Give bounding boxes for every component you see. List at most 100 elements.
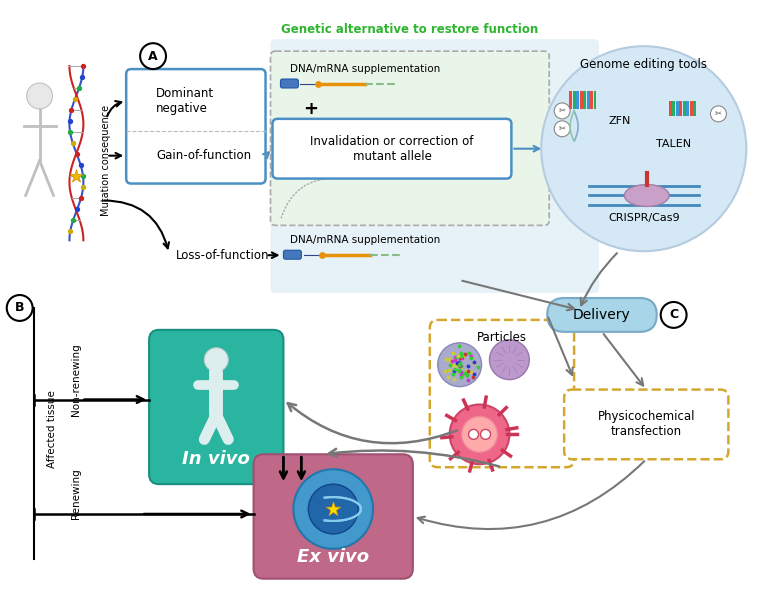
FancyBboxPatch shape bbox=[283, 250, 301, 259]
Circle shape bbox=[661, 302, 687, 328]
FancyBboxPatch shape bbox=[564, 389, 728, 459]
Bar bbox=[590, 91, 593, 109]
Circle shape bbox=[469, 429, 479, 439]
Point bbox=[462, 361, 474, 371]
Point bbox=[441, 373, 453, 382]
Point bbox=[454, 362, 466, 372]
Point bbox=[456, 368, 469, 378]
Point bbox=[463, 349, 475, 358]
Circle shape bbox=[554, 121, 570, 137]
Point bbox=[71, 150, 83, 159]
Text: Ex vivo: Ex vivo bbox=[297, 548, 370, 566]
Point bbox=[440, 355, 452, 364]
Point bbox=[73, 83, 85, 93]
Text: Loss-of-function: Loss-of-function bbox=[176, 249, 270, 262]
Bar bbox=[594, 91, 597, 109]
Point bbox=[76, 72, 88, 82]
Point bbox=[454, 358, 466, 368]
FancyBboxPatch shape bbox=[149, 330, 283, 484]
Point bbox=[455, 367, 467, 377]
Point bbox=[66, 105, 78, 115]
Text: Physicochemical
transfection: Physicochemical transfection bbox=[597, 410, 695, 438]
Bar bbox=[572, 91, 575, 109]
Circle shape bbox=[7, 295, 33, 321]
Point bbox=[453, 341, 465, 351]
Point bbox=[77, 183, 89, 192]
Bar bbox=[679, 101, 682, 116]
FancyBboxPatch shape bbox=[271, 51, 549, 225]
Text: Affected tissue: Affected tissue bbox=[46, 391, 56, 468]
Point bbox=[447, 369, 459, 379]
FancyBboxPatch shape bbox=[547, 298, 657, 332]
FancyBboxPatch shape bbox=[126, 69, 265, 183]
Text: CRISPR/Cas9: CRISPR/Cas9 bbox=[608, 213, 680, 223]
Point bbox=[443, 356, 456, 366]
Text: +: + bbox=[303, 100, 318, 118]
Bar bbox=[693, 101, 696, 116]
Point bbox=[459, 366, 472, 376]
Circle shape bbox=[462, 416, 498, 452]
Point bbox=[67, 138, 79, 148]
Point bbox=[447, 367, 459, 376]
Bar bbox=[580, 91, 583, 109]
FancyBboxPatch shape bbox=[271, 39, 599, 293]
Text: DNA/mRNA supplementation: DNA/mRNA supplementation bbox=[290, 235, 440, 245]
Point bbox=[63, 116, 75, 126]
Point bbox=[450, 361, 462, 371]
Point bbox=[456, 373, 468, 382]
Point bbox=[459, 349, 472, 359]
Point bbox=[75, 193, 87, 203]
Bar bbox=[583, 91, 586, 109]
Ellipse shape bbox=[624, 184, 669, 207]
Point bbox=[449, 355, 461, 365]
Text: Dominant
negative: Dominant negative bbox=[156, 87, 214, 115]
Point bbox=[77, 61, 89, 71]
Text: Invalidation or correction of
mutant allele: Invalidation or correction of mutant all… bbox=[310, 135, 474, 163]
Point bbox=[459, 368, 471, 377]
Point bbox=[468, 357, 480, 367]
FancyBboxPatch shape bbox=[430, 320, 574, 467]
Point bbox=[455, 352, 467, 361]
Text: Gain-of-function: Gain-of-function bbox=[156, 149, 251, 162]
Point bbox=[468, 358, 480, 367]
Circle shape bbox=[204, 348, 228, 371]
Text: Genetic alternative to restore function: Genetic alternative to restore function bbox=[281, 23, 539, 36]
Point bbox=[450, 358, 463, 368]
Point bbox=[64, 226, 76, 236]
Bar bbox=[672, 101, 675, 116]
Point bbox=[465, 367, 477, 377]
Point bbox=[465, 351, 477, 361]
Circle shape bbox=[140, 43, 166, 69]
Bar bbox=[690, 101, 693, 116]
Point bbox=[70, 171, 82, 181]
Point bbox=[446, 356, 458, 365]
Point bbox=[71, 205, 83, 214]
Point bbox=[450, 353, 462, 363]
Point bbox=[462, 375, 474, 385]
Bar bbox=[683, 101, 686, 116]
Circle shape bbox=[489, 340, 530, 380]
Point bbox=[449, 352, 461, 362]
Point bbox=[443, 353, 455, 363]
Circle shape bbox=[710, 106, 726, 122]
Point bbox=[316, 250, 328, 260]
Circle shape bbox=[309, 484, 358, 534]
Point bbox=[327, 504, 339, 514]
Text: ✂: ✂ bbox=[559, 125, 565, 134]
Text: DNA/mRNA supplementation: DNA/mRNA supplementation bbox=[290, 64, 440, 74]
Point bbox=[454, 353, 466, 363]
Circle shape bbox=[437, 343, 482, 386]
Text: B: B bbox=[15, 301, 24, 314]
Point bbox=[450, 364, 462, 373]
Point bbox=[443, 365, 455, 374]
Text: ZFN: ZFN bbox=[609, 116, 631, 126]
Circle shape bbox=[27, 83, 53, 109]
Point bbox=[447, 374, 459, 384]
Point bbox=[456, 353, 468, 362]
Point bbox=[453, 360, 466, 370]
Point bbox=[453, 360, 466, 370]
Text: Genome editing tools: Genome editing tools bbox=[581, 58, 707, 71]
Circle shape bbox=[293, 469, 373, 549]
Point bbox=[75, 161, 87, 170]
Circle shape bbox=[481, 429, 491, 439]
